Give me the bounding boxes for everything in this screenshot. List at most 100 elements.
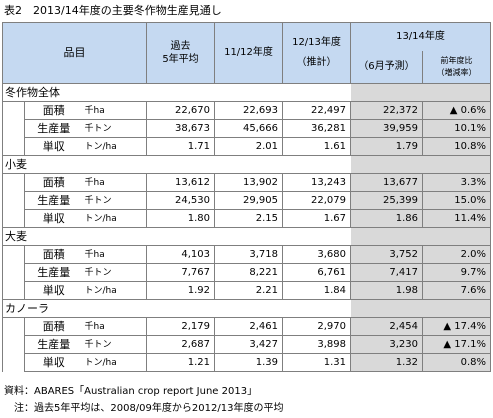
cell-change: 0.8% [422,353,491,372]
category-spacer [146,83,215,102]
cell-change: 10.1% [422,119,491,138]
table-row: 生産量 千トン 7,767 8,221 6,761 7,417 9.7% [2,263,491,282]
category-spacer [282,227,351,246]
category-spacer [350,83,423,102]
cell-change: 9.7% [422,263,491,282]
cell-1314-forecast: 13,677 [350,173,423,192]
cell-change: 7.6% [422,281,491,300]
cell-1112: 2.15 [214,209,283,228]
category-spacer [422,299,491,318]
category-name: 小麦 [2,155,147,174]
row-indent [2,173,25,192]
category-spacer [214,227,283,246]
category-spacer [146,227,215,246]
cell-5yr-avg: 2,687 [146,335,215,354]
category-spacer [350,299,423,318]
row-unit: トン/ha [82,137,147,156]
header-change: 前年度比 （増減率） [422,50,491,84]
row-unit: 千ha [82,173,147,192]
table-row: 面積 千ha 4,103 3,718 3,680 3,752 2.0% [2,245,491,264]
category-spacer [282,299,351,318]
cell-5yr-avg: 22,670 [146,101,215,120]
header-1213-line1: 12/13年度 [292,37,341,48]
cell-1314-forecast: 39,959 [350,119,423,138]
header-5yr-avg-line1: 過去 [170,41,191,52]
row-label: 生産量 [24,263,83,282]
row-label: 単収 [24,137,83,156]
cell-1112: 22,693 [214,101,283,120]
cell-1213: 3,680 [282,245,351,264]
footnote: 注：過去5年平均は、2008/09年度から2012/13年度の平均 [4,403,284,414]
category-spacer [282,83,351,102]
cell-change: 15.0% [422,191,491,210]
row-label: 面積 [24,317,83,336]
header-5yr-avg: 過去 5年平均 [146,22,215,84]
table-row: 面積 千ha 2,179 2,461 2,970 2,454 ▲ 17.4% [2,317,491,336]
table-row: 面積 千ha 13,612 13,902 13,243 13,677 3.3% [2,173,491,192]
cell-1314-forecast: 22,372 [350,101,423,120]
header-change-line1: 前年度比 [440,55,473,65]
table-row: 単収 トン/ha 1.92 2.21 1.84 1.98 7.6% [2,281,491,300]
cell-1213: 22,497 [282,101,351,120]
cell-5yr-avg: 1.92 [146,281,215,300]
source-note: 資料：ABARES「Australian crop report June 20… [4,386,258,397]
row-unit: 千トン [82,335,147,354]
cell-5yr-avg: 7,767 [146,263,215,282]
row-label: 単収 [24,281,83,300]
row-indent [2,137,25,156]
row-unit: 千トン [82,119,147,138]
row-indent [2,317,25,336]
category-spacer [422,83,491,102]
cell-1213: 22,079 [282,191,351,210]
cell-1314-forecast: 1.98 [350,281,423,300]
cell-1112: 13,902 [214,173,283,192]
cell-1314-forecast: 7,417 [350,263,423,282]
table-title: 表2 2013/14年度の主要冬作物生産見通し [4,4,222,17]
row-indent [2,119,25,138]
category-spacer [422,155,491,174]
cell-1112: 8,221 [214,263,283,282]
row-unit: 千トン [82,191,147,210]
cell-change: 11.4% [422,209,491,228]
cell-1112: 45,666 [214,119,283,138]
category-spacer [350,227,423,246]
row-label: 単収 [24,209,83,228]
row-label: 面積 [24,101,83,120]
table-row: 単収 トン/ha 1.71 2.01 1.61 1.79 10.8% [2,137,491,156]
cell-1112: 29,905 [214,191,283,210]
cell-1314-forecast: 25,399 [350,191,423,210]
table-row: 単収 トン/ha 1.21 1.39 1.31 1.32 0.8% [2,353,491,372]
header-1314: （6月予測） [350,50,423,84]
row-indent [2,281,25,300]
category-row: 冬作物全体 [2,83,491,102]
cell-5yr-avg: 24,530 [146,191,215,210]
cell-1213: 1.84 [282,281,351,300]
cell-1112: 3,718 [214,245,283,264]
header-5yr-avg-line2: 5年平均 [162,54,199,65]
row-unit: トン/ha [82,281,147,300]
cell-1314-forecast: 2,454 [350,317,423,336]
row-indent [2,209,25,228]
cell-5yr-avg: 1.71 [146,137,215,156]
cell-1213: 36,281 [282,119,351,138]
cell-1213: 1.61 [282,137,351,156]
row-indent [2,101,25,120]
category-row: 大麦 [2,227,491,246]
cell-5yr-avg: 1.21 [146,353,215,372]
cell-change: ▲ 17.1% [422,335,491,354]
category-spacer [214,155,283,174]
row-unit: トン/ha [82,209,147,228]
row-label: 生産量 [24,119,83,138]
cell-1314-forecast: 3,752 [350,245,423,264]
row-unit: 千ha [82,101,147,120]
cell-1112: 2,461 [214,317,283,336]
cell-1213: 2,970 [282,317,351,336]
header-1213-line2: （推計） [296,57,337,68]
row-indent [2,353,25,372]
category-spacer [214,83,283,102]
cell-1314-forecast: 1.86 [350,209,423,228]
row-label: 単収 [24,353,83,372]
cell-change: ▲ 17.4% [422,317,491,336]
category-spacer [422,227,491,246]
row-label: 面積 [24,245,83,264]
